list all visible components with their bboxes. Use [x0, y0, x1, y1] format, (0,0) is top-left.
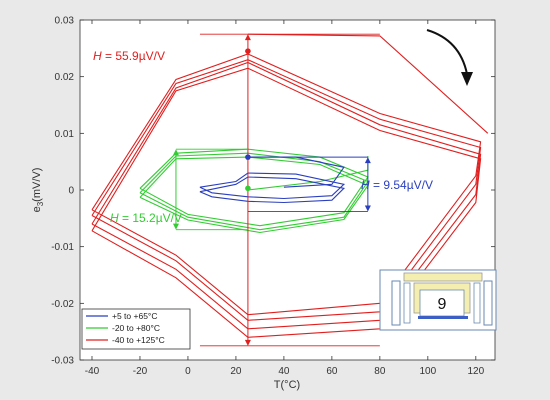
x-tick-label-6: 80 — [374, 366, 386, 377]
blue-h-label-symbol: H — [361, 178, 370, 192]
green-arrow-head-bottom — [172, 223, 179, 230]
series-2-open-path — [247, 33, 489, 134]
red-h-label: H = 55.9µV/V — [93, 49, 165, 63]
legend-entry-green: -20 to +80°C — [112, 323, 160, 333]
x-tick-label-1: -20 — [133, 366, 148, 377]
y-tick-label-6: 0.03 — [55, 16, 75, 27]
x-axis-label: T(°C) — [274, 379, 300, 391]
legend: +5 to +65°C -20 to +80°C -40 to +125°C — [81, 308, 191, 350]
inset-inner-right — [473, 282, 481, 324]
green-arrow-head-top — [172, 149, 179, 156]
green-h-label-symbol: H — [110, 211, 119, 225]
inset-top-cap — [403, 272, 483, 282]
y-axis-label: e3(mV/V) — [31, 168, 45, 213]
inset-number: 9 — [438, 296, 447, 313]
legend-entry-red: -40 to +125°C — [112, 335, 165, 345]
green-marker — [245, 185, 251, 192]
inset-right-wall — [483, 280, 493, 326]
x-tick-label-4: 40 — [278, 366, 290, 377]
y-tick-label-5: 0.02 — [55, 72, 75, 83]
rotation-arrow-head — [461, 72, 473, 86]
red-h-label-symbol: H — [93, 49, 102, 63]
y-tick-label-4: 0.01 — [55, 129, 75, 140]
x-tick-label-3: 20 — [230, 366, 242, 377]
blue-arrow-head-bottom — [364, 205, 371, 212]
y-tick-label-1: -0.02 — [51, 299, 74, 310]
x-tick-label-2: 0 — [185, 366, 191, 377]
series-2-loop-0 — [91, 53, 482, 316]
y-tick-label-2: -0.01 — [51, 242, 74, 253]
y-tick-label-0: -0.03 — [51, 356, 74, 367]
red-marker — [245, 48, 251, 54]
series-2-loop-2 — [91, 61, 482, 330]
blue-marker — [245, 154, 251, 160]
red-h-label-value: = 55.9µV/V — [102, 49, 165, 63]
series-0-loop-1 — [199, 176, 346, 204]
series-2-loop-1 — [91, 59, 482, 321]
x-tick-label-0: -40 — [85, 366, 100, 377]
y-axis-label-unit: (mV/V) — [31, 168, 43, 202]
x-tick-label-8: 120 — [467, 366, 484, 377]
red-arrow-head-bottom — [244, 339, 251, 346]
series-2-loop-3 — [91, 67, 482, 338]
blue-arrow-head-top — [364, 157, 371, 164]
red-arrow-head-top — [244, 34, 251, 41]
blue-h-label-value: = 9.54µV/V — [370, 178, 433, 192]
y-axis-label-sub: 3 — [36, 201, 45, 206]
inset-inner-left — [403, 282, 411, 324]
inset-base-plate — [418, 316, 468, 319]
legend-entry-blue: +5 to +65°C — [112, 311, 157, 321]
series-layer — [91, 33, 489, 338]
green-h-label: H = 15.2µV/V — [110, 211, 182, 225]
y-tick-label-3: 0 — [68, 186, 74, 197]
green-h-label-value: = 15.2µV/V — [119, 211, 182, 225]
blue-h-label: H = 9.54µV/V — [361, 178, 433, 192]
axis-ticks: -40 -20 0 20 40 60 80 100 120 -0.03 -0.02 -0.01 0 0.0… — [51, 16, 495, 377]
sensor-inset: 9 — [379, 269, 497, 331]
rotation-arrow — [426, 29, 468, 75]
inset-left-wall — [391, 280, 401, 326]
x-tick-label-5: 60 — [326, 366, 338, 377]
inset-die — [419, 289, 465, 317]
series-0-loop-0 — [199, 172, 346, 200]
y-axis-label-main: e — [31, 206, 43, 212]
annotation-layer: H = 55.9µV/VH = 15.2µV/VH = 9.54µV/V — [93, 33, 433, 347]
x-tick-label-7: 100 — [419, 366, 436, 377]
